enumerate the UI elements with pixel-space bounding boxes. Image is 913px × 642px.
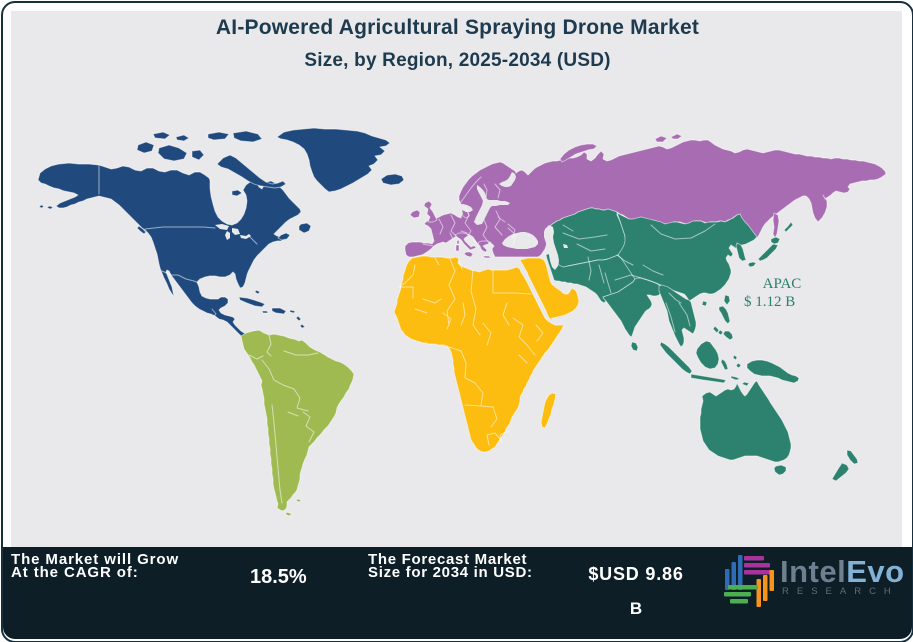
svg-text:RESEARCH: RESEARCH xyxy=(782,586,899,597)
svg-text:IntelEvo: IntelEvo xyxy=(780,554,905,589)
